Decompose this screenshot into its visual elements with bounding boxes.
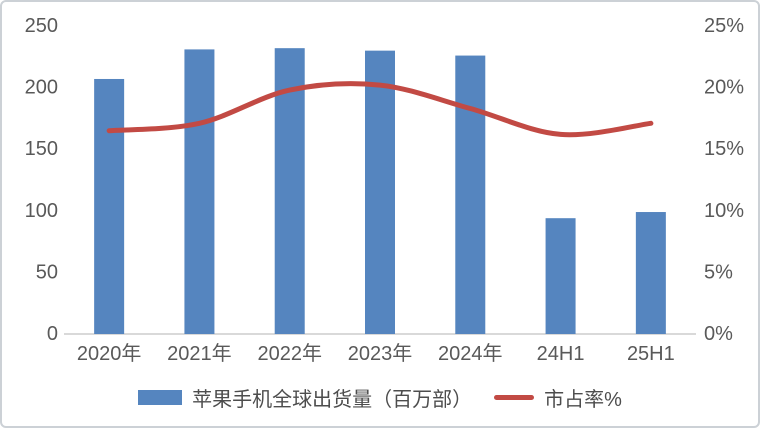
bar-2020年 bbox=[94, 78, 125, 334]
left-axis-tick-label: 100 bbox=[25, 200, 58, 222]
right-axis-tick-label: 10% bbox=[704, 200, 744, 222]
x-axis-label: 2022年 bbox=[257, 342, 322, 365]
bar-series-legend-label: 苹果手机全球出货量（百万部） bbox=[192, 389, 473, 411]
x-axis-label: 24H1 bbox=[537, 343, 585, 365]
left-axis-tick-label: 150 bbox=[25, 138, 58, 160]
line-series-legend-label: 市占率% bbox=[544, 389, 622, 411]
bar-25H1 bbox=[635, 212, 666, 334]
left-axis-tick-label: 50 bbox=[36, 261, 58, 283]
x-axis-label: 2023年 bbox=[348, 342, 413, 365]
market-share-line bbox=[106, 81, 654, 138]
bar-series-swatch-icon bbox=[138, 390, 183, 405]
right-axis-tick-label: 20% bbox=[704, 77, 744, 99]
right-axis-tick-label: 25% bbox=[704, 15, 744, 37]
bar-2023年 bbox=[365, 50, 395, 334]
left-axis-tick-label: 0 bbox=[47, 323, 58, 345]
x-axis-label: 2024年 bbox=[438, 342, 503, 365]
chart-legend: 苹果手机全球出货量（百万部） 市占率% bbox=[2, 383, 758, 412]
bar-2024年 bbox=[455, 55, 486, 335]
right-axis-tick-label: 15% bbox=[704, 138, 744, 160]
left-axis-tick-label: 200 bbox=[25, 77, 58, 99]
x-axis-label: 2021年 bbox=[167, 342, 232, 365]
right-axis-tick-label: 5% bbox=[704, 261, 733, 283]
x-axis-label: 25H1 bbox=[627, 343, 675, 365]
bar-2022年 bbox=[274, 48, 305, 335]
bar-2021年 bbox=[184, 49, 215, 335]
x-axis-label: 2020年 bbox=[77, 342, 142, 365]
bar-24H1 bbox=[545, 218, 576, 334]
line-series-swatch-icon bbox=[494, 395, 535, 400]
right-axis-tick-label: 0% bbox=[704, 323, 733, 345]
left-axis-tick-label: 250 bbox=[25, 15, 58, 37]
